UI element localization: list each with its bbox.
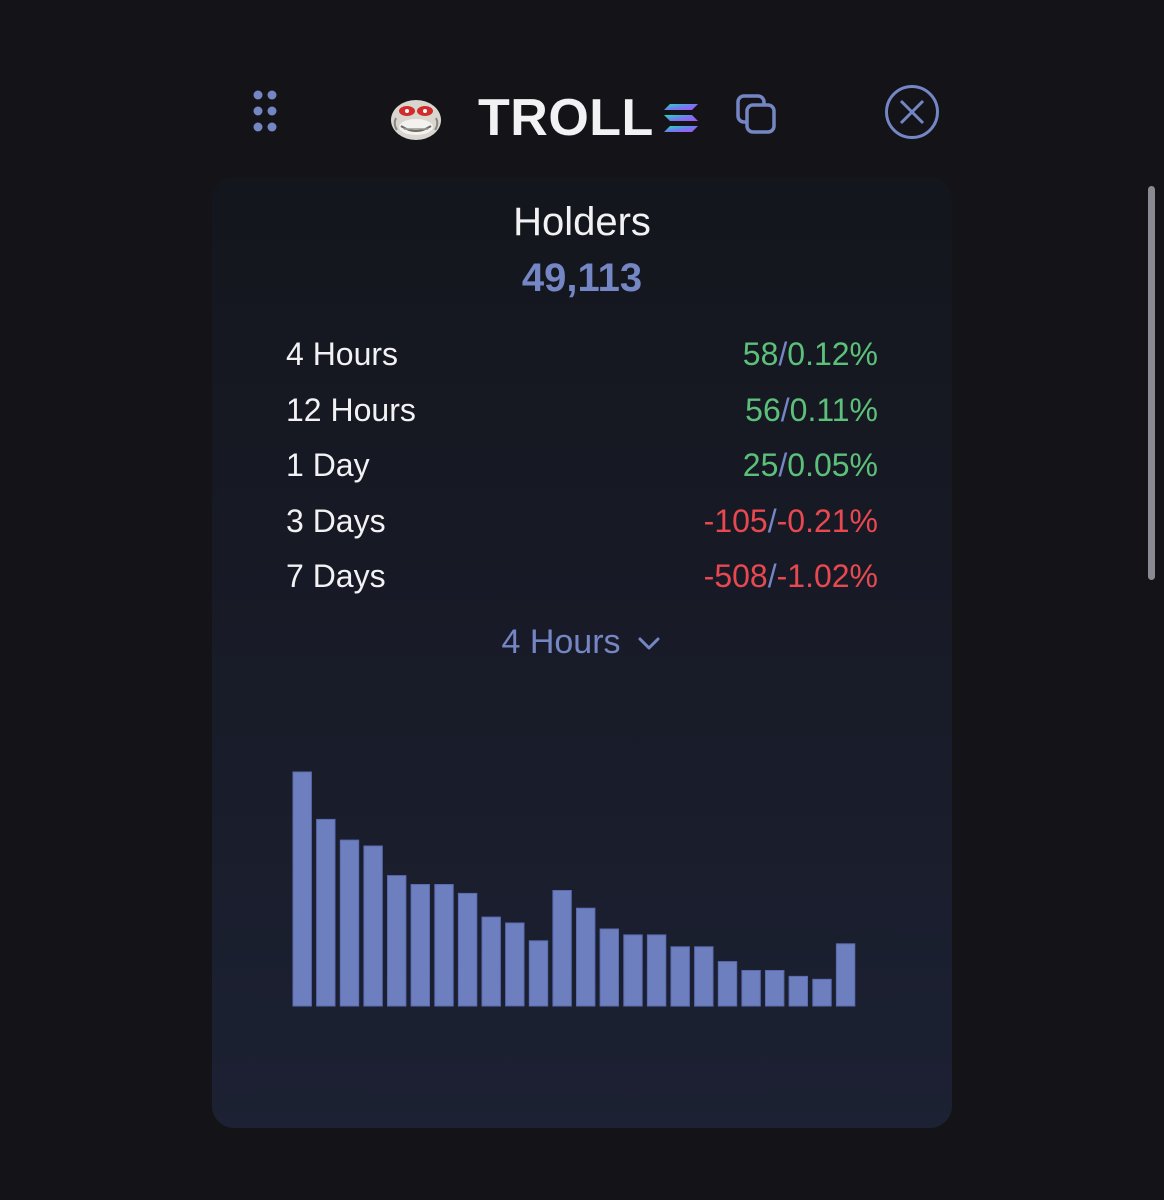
stat-row-1-day: 1 Day 25/0.05% [286, 441, 878, 497]
stat-separator: / [778, 336, 788, 372]
stat-separator: / [780, 391, 790, 428]
stat-percent: 0.11% [789, 391, 878, 428]
stat-label: 1 Day [286, 447, 370, 483]
stat-row-12-hours: 12 Hours 56/0.11% [286, 386, 878, 442]
stat-value: 25/0.05% [743, 441, 878, 489]
chart-bar [812, 978, 832, 1007]
chart-bar [457, 892, 478, 1007]
stat-row-4-hours: 4 Hours 58/0.12% [286, 330, 878, 386]
chart-bar [576, 907, 596, 1007]
chart-bar [623, 934, 643, 1007]
stat-count: 25 [742, 447, 779, 483]
chart-bar [481, 916, 501, 1007]
stat-label: 3 Days [286, 502, 386, 539]
chart-bar [717, 961, 738, 1007]
stat-value: -105/-0.21% [704, 497, 878, 545]
solana-icon [664, 104, 698, 132]
stat-separator: / [767, 558, 777, 594]
stat-percent: -0.21% [776, 502, 878, 539]
chart-bar [835, 943, 856, 1007]
stat-percent: 0.12% [787, 336, 878, 372]
close-circle-icon[interactable] [884, 84, 940, 140]
chart-bar [292, 771, 312, 1007]
stat-row-3-days: 3 Days -105/-0.21% [286, 497, 878, 553]
chart-bar [552, 890, 572, 1007]
stat-value: 58/0.12% [743, 330, 878, 378]
drag-handle-icon[interactable] [250, 88, 280, 134]
stat-value: -508/-1.02% [704, 552, 878, 600]
chart-bar [765, 970, 785, 1007]
chart-bar [363, 845, 383, 1007]
chart-bar [339, 839, 360, 1007]
stat-label: 4 Hours [286, 336, 399, 372]
stat-count: 58 [742, 336, 779, 372]
stat-percent: -1.02% [776, 558, 878, 594]
token-name: TROLL [478, 89, 654, 147]
scrollbar[interactable] [1148, 186, 1155, 580]
chart-bar [741, 970, 761, 1007]
chart-bar [505, 922, 525, 1007]
holders-card: Holders 49,113 4 Hours 58/0.12% 12 Hours… [212, 178, 952, 1128]
troll-face-icon [391, 100, 441, 140]
holder-change-list: 4 Hours 58/0.12% 12 Hours 56/0.11% 1 Day… [286, 330, 878, 608]
stat-count: -508 [703, 558, 768, 594]
stat-separator: / [767, 502, 777, 539]
copy-icon[interactable] [734, 92, 778, 136]
chart-bar [387, 875, 407, 1007]
chart-bar [434, 884, 454, 1007]
stat-count: -105 [703, 502, 768, 539]
period-dropdown[interactable]: 4 Hours [212, 618, 952, 666]
chart-bar [599, 928, 620, 1007]
holders-total: 49,113 [521, 256, 643, 300]
chart-bar [410, 884, 431, 1007]
chart-bar [670, 946, 690, 1007]
stat-row-7-days: 7 Days -508/-1.02% [286, 552, 878, 608]
chart-bar [528, 940, 549, 1007]
stat-percent: 0.05% [787, 447, 878, 483]
card-title: Holders [513, 200, 651, 244]
holders-bar-chart [292, 771, 856, 1007]
chart-bar [316, 818, 336, 1007]
period-dropdown-label: 4 Hours [501, 623, 621, 661]
chevron-down-icon [638, 637, 660, 650]
chart-bar [694, 946, 714, 1007]
stat-count: 56 [745, 391, 781, 428]
stat-label: 7 Days [286, 558, 386, 594]
stat-value: 56/0.11% [745, 386, 878, 434]
stat-label: 12 Hours [286, 391, 416, 428]
stat-separator: / [778, 447, 788, 483]
chart-bar [788, 975, 808, 1007]
chart-bar [646, 934, 667, 1007]
